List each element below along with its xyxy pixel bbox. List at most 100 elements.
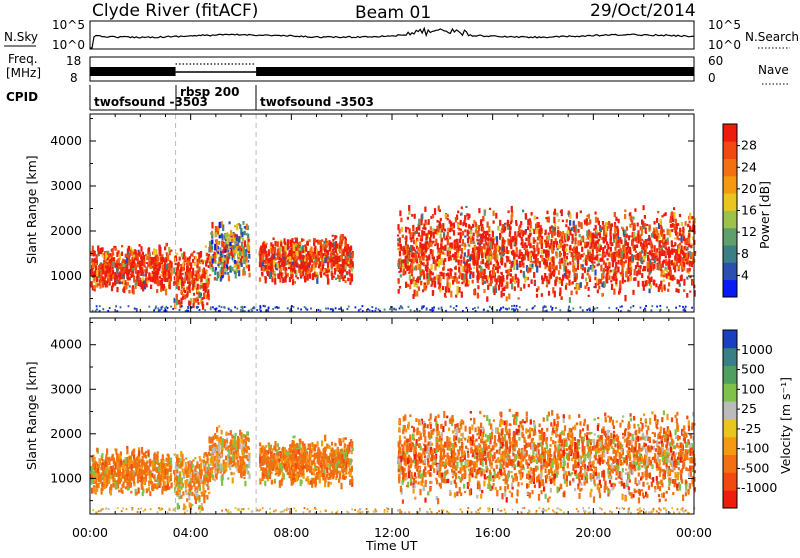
scatter-cell xyxy=(571,291,573,296)
velocity-scatter xyxy=(90,318,696,514)
scatter-cell xyxy=(597,290,599,294)
scatter-cell xyxy=(633,232,635,238)
scatter-cell xyxy=(444,258,446,262)
scatter-cell xyxy=(431,264,433,270)
scatter-cell xyxy=(669,263,671,268)
scatter-cell xyxy=(314,259,316,262)
scatter-noise xyxy=(640,307,642,309)
scatter-cell xyxy=(206,302,208,305)
scatter-cell xyxy=(107,251,109,254)
scatter-cell xyxy=(112,248,114,252)
scatter-cell xyxy=(398,244,400,247)
scatter-cell xyxy=(675,219,677,224)
scatter-cell xyxy=(318,265,320,268)
scatter-cell xyxy=(585,278,587,282)
scatter-cell xyxy=(335,278,337,281)
scatter-cell xyxy=(598,279,600,285)
scatter-cell xyxy=(325,238,327,242)
scatter-noise xyxy=(342,309,344,311)
scatter-cell xyxy=(449,272,451,275)
scatter-cell xyxy=(134,460,136,465)
scatter-cell xyxy=(488,234,490,237)
scatter-cell xyxy=(520,265,522,267)
scatter-cell xyxy=(577,264,579,270)
scatter-cell xyxy=(212,258,214,263)
scatter-cell xyxy=(318,251,320,255)
scatter-cell xyxy=(429,240,431,243)
freq-label-line1: Freq. xyxy=(8,52,38,66)
scatter-cell xyxy=(268,258,270,263)
scatter-cell xyxy=(644,250,646,256)
scatter-cell xyxy=(474,260,476,266)
scatter-cell xyxy=(122,263,124,267)
scatter-cell xyxy=(402,235,404,238)
scatter-cell xyxy=(300,261,302,268)
scatter-cell xyxy=(456,239,458,244)
freq-trace-band xyxy=(256,67,694,76)
scatter-cell xyxy=(135,466,137,469)
scatter-cell xyxy=(586,219,588,225)
scatter-cell xyxy=(452,280,454,285)
scatter-noise xyxy=(199,309,201,311)
scatter-noise xyxy=(546,310,548,312)
scatter-noise xyxy=(325,308,327,310)
scatter-cell xyxy=(677,279,679,284)
scatter-cell xyxy=(414,281,416,287)
scatter-cell xyxy=(665,255,667,258)
scatter-cell xyxy=(241,232,243,238)
scatter-cell xyxy=(110,490,112,495)
scatter-cell xyxy=(153,272,155,277)
scatter-cell xyxy=(302,245,304,250)
scatter-cell xyxy=(204,272,206,279)
scatter-cell xyxy=(483,243,485,249)
scatter-cell xyxy=(557,226,559,229)
scatter-cell xyxy=(647,255,649,261)
scatter-cell xyxy=(427,246,429,248)
scatter-cell xyxy=(119,472,121,476)
scatter-cell xyxy=(608,262,610,266)
scatter-cell xyxy=(165,243,167,246)
scatter-cell xyxy=(681,275,683,281)
scatter-cell xyxy=(614,247,616,251)
scatter-noise xyxy=(426,307,428,309)
scatter-cell xyxy=(645,239,647,243)
scatter-cell xyxy=(668,276,670,280)
scatter-cell xyxy=(315,275,317,277)
scatter-cell xyxy=(644,223,646,227)
scatter-cell xyxy=(507,250,509,254)
scatter-cell xyxy=(192,259,194,263)
scatter-cell xyxy=(423,223,425,229)
scatter-noise xyxy=(161,308,163,310)
scatter-noise xyxy=(120,306,122,308)
scatter-cell xyxy=(561,296,563,300)
scatter-cell xyxy=(597,264,599,267)
scatter-cell xyxy=(166,264,168,270)
scatter-cell xyxy=(512,236,514,241)
scatter-cell xyxy=(129,278,131,280)
scatter-cell xyxy=(428,254,430,260)
scatter-noise xyxy=(115,305,117,307)
scatter-cell xyxy=(480,266,482,272)
scatter-cell xyxy=(219,247,221,250)
scatter-cell xyxy=(349,252,351,257)
scatter-cell xyxy=(496,236,498,242)
scatter-cell xyxy=(274,278,276,285)
scatter-cell xyxy=(672,276,674,281)
colorbar-swatch xyxy=(723,262,737,280)
scatter-cell xyxy=(460,212,462,215)
scatter-cell xyxy=(529,258,531,261)
scatter-cell xyxy=(459,239,461,244)
scatter-cell xyxy=(400,218,402,223)
scatter-cell xyxy=(140,267,142,272)
scatter-cell xyxy=(323,273,325,276)
scatter-noise xyxy=(181,305,183,307)
scatter-cell xyxy=(116,462,118,469)
scatter-cell xyxy=(668,282,670,286)
scatter-cell xyxy=(107,273,109,279)
scatter-cell xyxy=(528,284,530,287)
scatter-noise xyxy=(456,305,458,307)
scatter-cell xyxy=(529,264,531,268)
scatter-cell xyxy=(156,280,158,284)
scatter-cell xyxy=(663,279,665,281)
